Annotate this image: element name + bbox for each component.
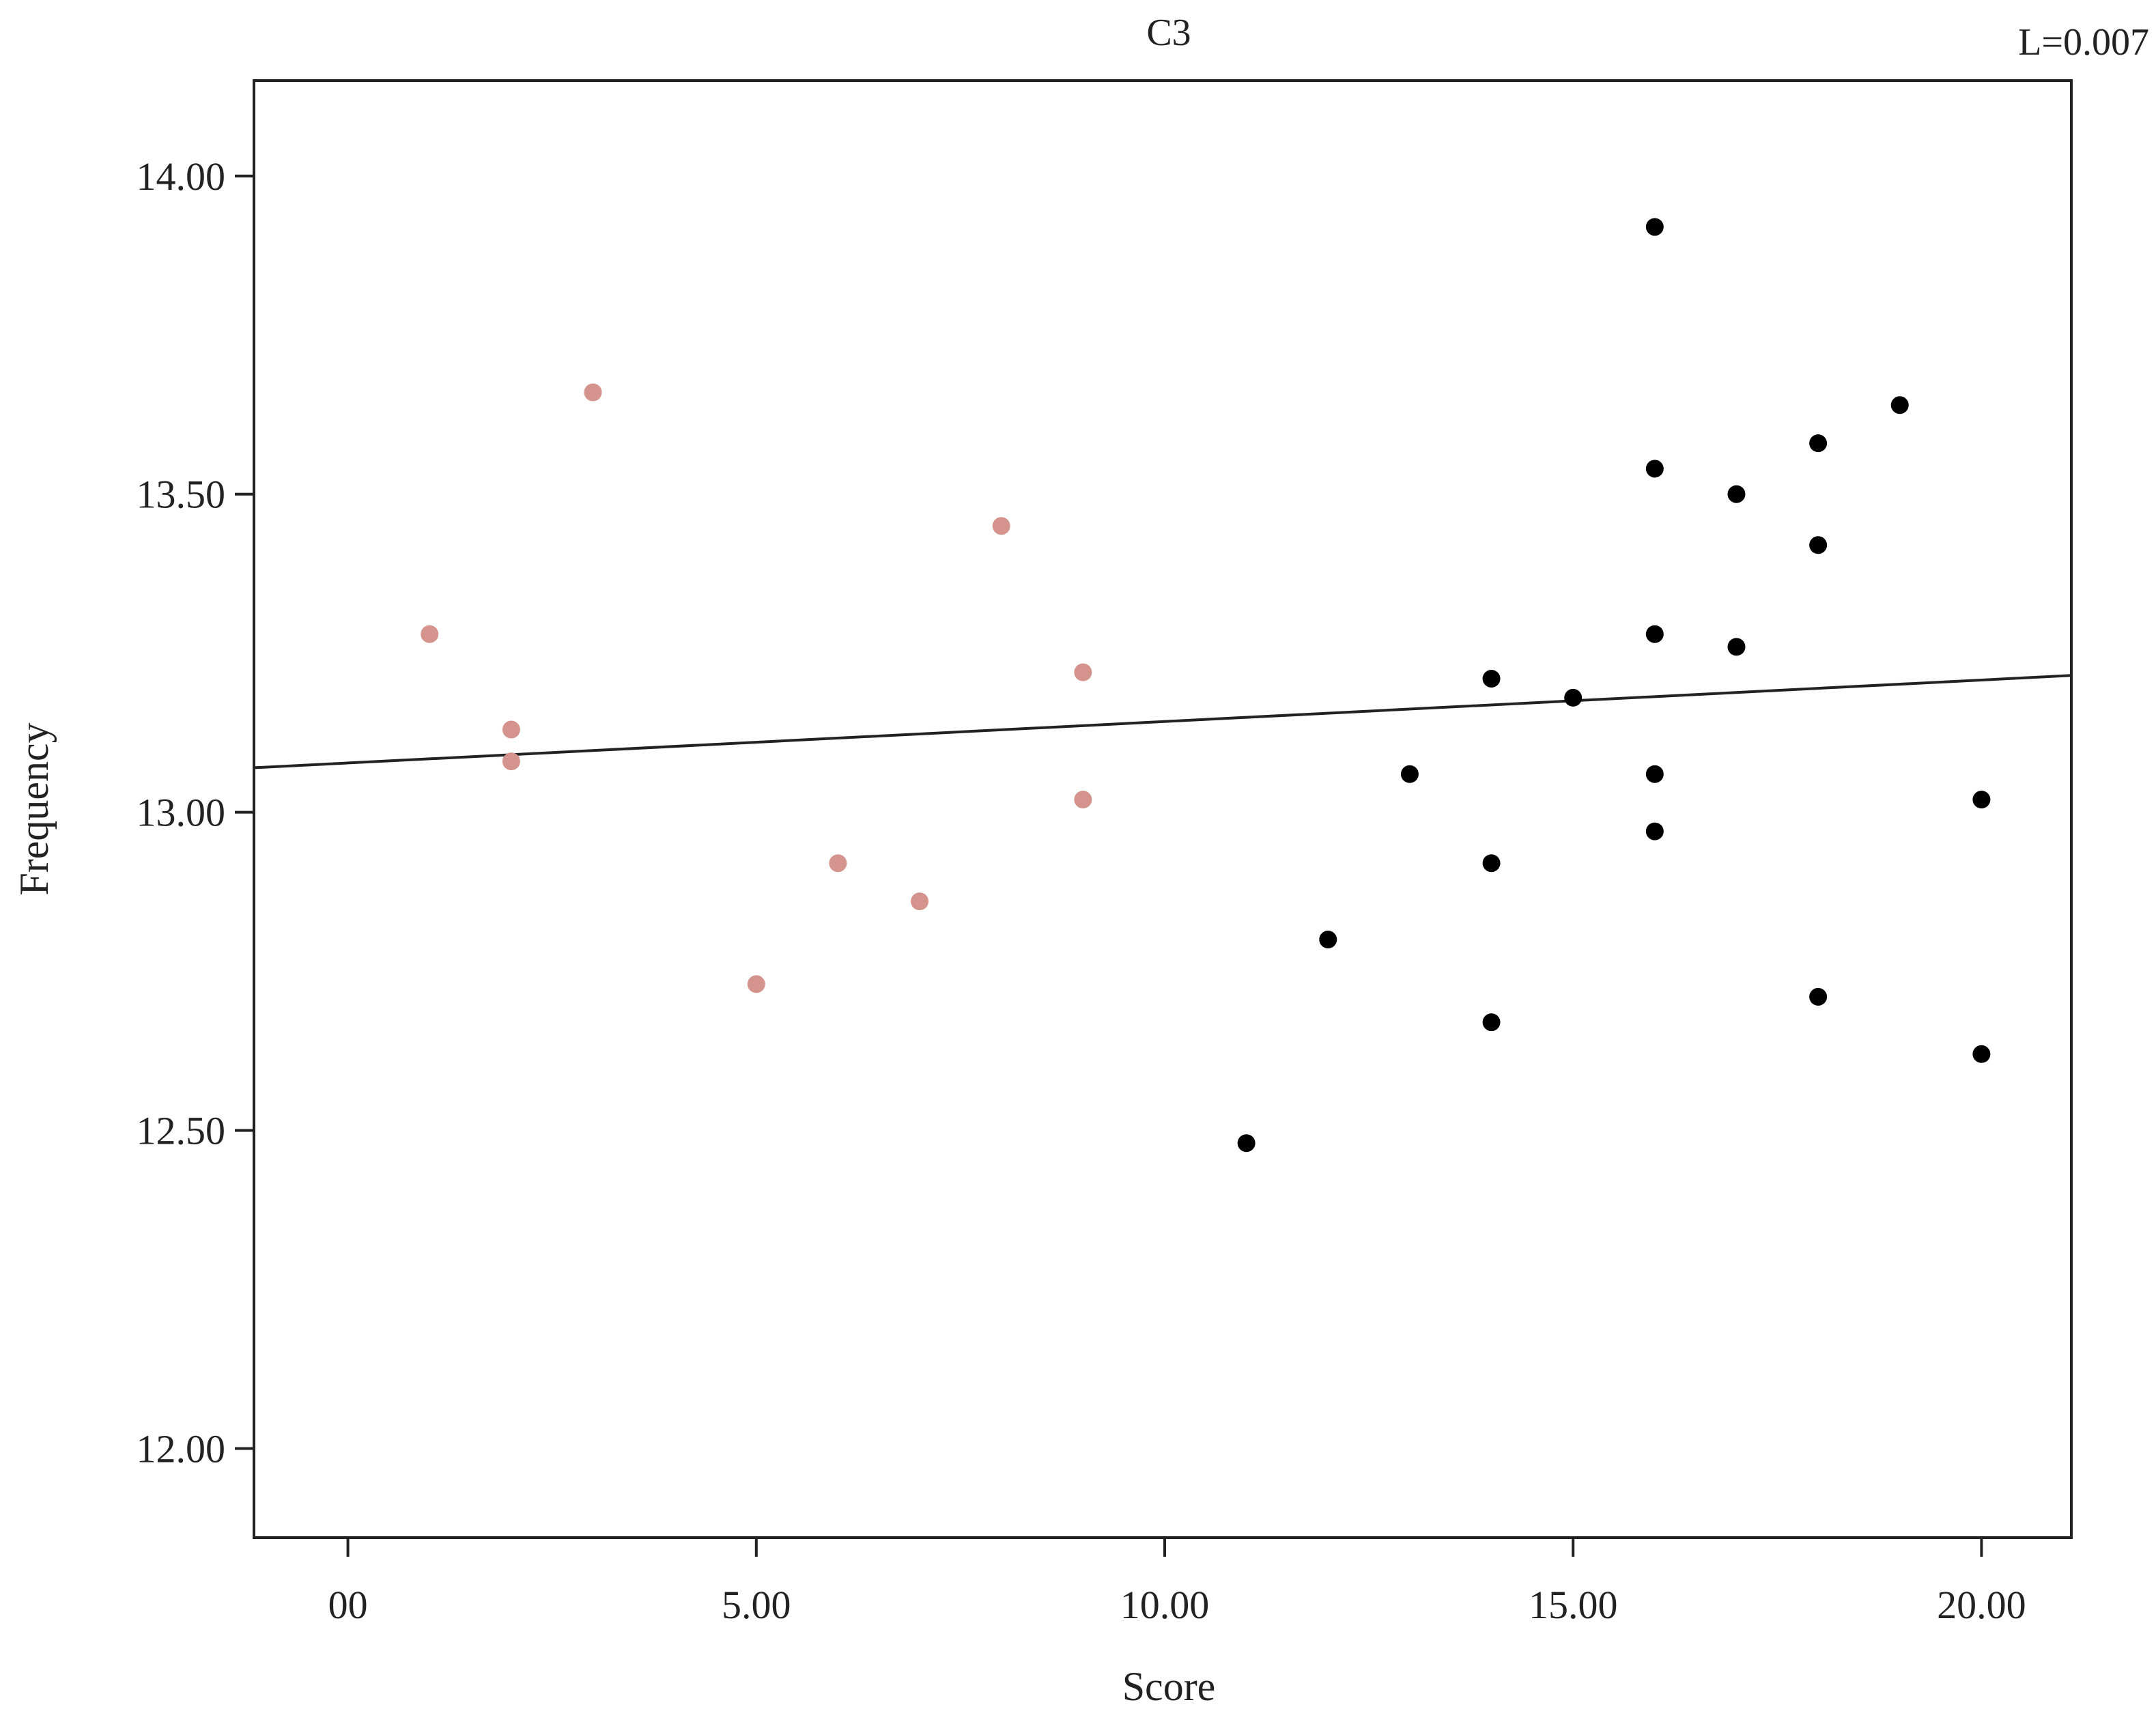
- data-point: [1645, 625, 1664, 643]
- data-point: [502, 752, 520, 771]
- data-point: [747, 975, 765, 993]
- y-tick-label: 12.50: [137, 1109, 226, 1153]
- data-point: [502, 720, 520, 739]
- regression-line-group: [253, 674, 2072, 769]
- data-point: [829, 854, 847, 873]
- plot-frame: [253, 79, 2073, 1539]
- y-axis: 12.00 12.50 13.00 13.50 14.00: [137, 154, 254, 1471]
- y-tick-label: 12.00: [137, 1427, 226, 1471]
- data-point: [1809, 987, 1828, 1006]
- y-tick-label: 14.00: [137, 154, 226, 199]
- data-points: [421, 218, 1991, 1153]
- data-point: [992, 517, 1010, 535]
- x-tick-label: 10.00: [1120, 1583, 1210, 1627]
- data-point: [1482, 854, 1501, 873]
- data-point: [421, 625, 439, 643]
- data-point: [1645, 460, 1664, 478]
- x-tick-label: 5.00: [722, 1583, 791, 1627]
- data-point: [584, 383, 602, 401]
- data-point: [1645, 822, 1664, 841]
- y-axis-label: Frequency: [12, 722, 57, 895]
- data-point: [1809, 434, 1828, 453]
- data-point: [1890, 396, 1909, 414]
- x-axis: 00 5.00 10.00 15.00 20.00: [328, 1538, 2026, 1627]
- data-point: [1074, 663, 1092, 681]
- data-point: [1319, 931, 1337, 949]
- x-tick-label: 00: [328, 1583, 368, 1627]
- regression-line: [253, 674, 2072, 769]
- chart-annotation: L=0.007: [2018, 21, 2149, 63]
- data-point: [1564, 688, 1583, 707]
- data-point: [1972, 1045, 1991, 1063]
- chart-title: C3: [1146, 12, 1191, 54]
- y-tick-label: 13.00: [137, 791, 226, 835]
- data-point: [1809, 536, 1828, 554]
- data-point: [1237, 1134, 1256, 1153]
- x-tick-label: 15.00: [1529, 1583, 1618, 1627]
- data-point: [1727, 485, 1746, 503]
- data-point: [1482, 1013, 1501, 1032]
- y-tick-label: 13.50: [137, 472, 226, 517]
- data-point: [1972, 791, 1991, 809]
- data-point: [1645, 218, 1664, 236]
- x-axis-label: Score: [1122, 1664, 1216, 1709]
- data-point: [911, 892, 929, 911]
- x-tick-label: 20.00: [1937, 1583, 2026, 1627]
- data-point: [1400, 765, 1419, 783]
- data-point: [1727, 638, 1746, 656]
- data-point: [1645, 765, 1664, 783]
- data-point: [1482, 669, 1501, 688]
- data-point: [1074, 791, 1092, 809]
